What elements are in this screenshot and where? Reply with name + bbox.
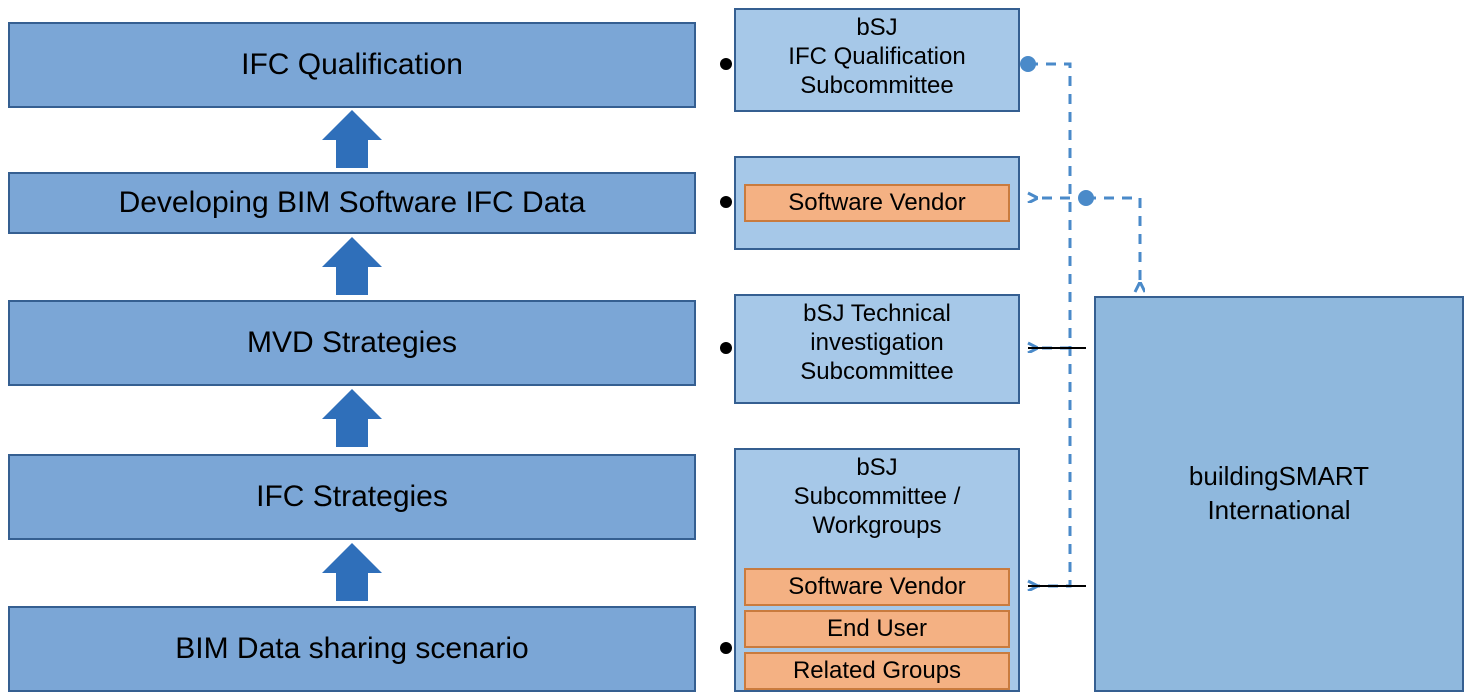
stage-label: IFC Strategies xyxy=(256,479,448,515)
stage-label: BIM Data sharing scenario xyxy=(175,631,529,667)
dot-3 xyxy=(720,642,732,654)
org-label-line: IFC Qualification xyxy=(788,43,965,72)
org-org1: bSJIFC QualificationSubcommittee xyxy=(734,8,1020,112)
sub-box-org4-1: End User xyxy=(744,610,1010,648)
org-label-line: Workgroups xyxy=(813,512,942,541)
dot-1 xyxy=(720,196,732,208)
org-label-line: bSJ xyxy=(856,454,897,483)
sub-label: Related Groups xyxy=(793,658,961,684)
sub-box-org4-0: Software Vendor xyxy=(744,568,1010,606)
stage-stage3: MVD Strategies xyxy=(8,300,696,386)
bsi-label: buildingSMARTInternational xyxy=(1189,460,1369,528)
stage-stage1: BIM Data sharing scenario xyxy=(8,606,696,692)
sub-label: Software Vendor xyxy=(788,574,965,600)
sub-box-org2-0: Software Vendor xyxy=(744,184,1010,222)
stage-label: MVD Strategies xyxy=(247,325,457,361)
dot-0 xyxy=(720,58,732,70)
dot-2 xyxy=(720,342,732,354)
connector-0 xyxy=(1028,64,1070,586)
sub-label: End User xyxy=(827,616,927,642)
stage-stage5: IFC Qualification xyxy=(8,22,696,108)
dot-4 xyxy=(1020,56,1036,72)
org-org3: bSJ TechnicalinvestigationSubcommittee xyxy=(734,294,1020,404)
connector-3 xyxy=(1086,198,1140,284)
diagram-canvas: IFC Qualification Developing BIM Software… xyxy=(0,0,1479,698)
org-label-line: Subcommittee / xyxy=(794,483,961,512)
dot-5 xyxy=(1078,190,1094,206)
bsi-box: buildingSMARTInternational xyxy=(1094,296,1464,692)
org-label-line: bSJ xyxy=(856,14,897,43)
org-label-line: bSJ Technical xyxy=(803,300,951,329)
sub-box-org4-2: Related Groups xyxy=(744,652,1010,690)
stage-label: Developing BIM Software IFC Data xyxy=(119,185,586,221)
sub-label: Software Vendor xyxy=(788,190,965,216)
stage-stage4: Developing BIM Software IFC Data xyxy=(8,172,696,234)
org-label-line: Subcommittee xyxy=(800,72,953,101)
org-label-line: investigation xyxy=(810,329,943,358)
stage-label: IFC Qualification xyxy=(241,47,463,83)
org-label-line: Subcommittee xyxy=(800,358,953,387)
stage-stage2: IFC Strategies xyxy=(8,454,696,540)
